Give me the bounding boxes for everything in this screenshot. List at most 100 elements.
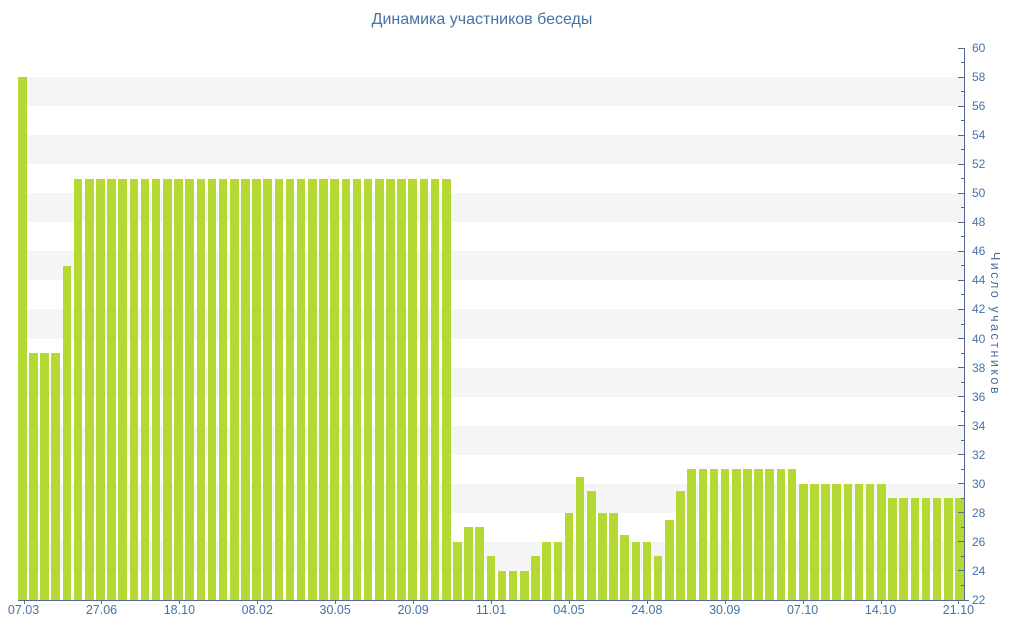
y-major-tick	[958, 105, 964, 107]
y-minor-tick	[961, 265, 964, 267]
y-major-tick	[958, 512, 964, 514]
bar	[653, 556, 663, 600]
bar	[497, 570, 507, 600]
y-major-tick	[958, 308, 964, 310]
bar	[486, 556, 496, 600]
bar	[107, 178, 116, 600]
x-axis-tick	[101, 600, 103, 604]
bar	[363, 178, 373, 600]
y-axis-tick-label: 24	[972, 563, 986, 578]
x-axis-tick	[646, 600, 648, 604]
bar	[163, 178, 172, 600]
y-major-tick	[958, 221, 964, 223]
bar	[798, 483, 808, 600]
bar	[553, 541, 563, 600]
bar	[586, 491, 596, 600]
bar	[218, 178, 228, 600]
y-axis-tick-label: 38	[972, 360, 986, 375]
plot-area	[18, 47, 969, 601]
bar	[687, 469, 696, 600]
bar	[475, 527, 484, 600]
y-axis-tick-label: 54	[972, 128, 986, 143]
bar	[698, 469, 708, 600]
y-major-tick	[958, 134, 964, 136]
y-axis-tick-label: 50	[972, 186, 986, 201]
bar	[743, 469, 752, 600]
bar	[943, 498, 953, 600]
y-major-tick	[958, 599, 964, 601]
y-major-tick	[958, 76, 964, 78]
bar	[285, 178, 295, 600]
x-axis-tick	[257, 600, 259, 604]
y-axis-tick-label: 44	[972, 273, 986, 288]
bar	[620, 534, 629, 600]
x-axis-tick-label: 20.09	[397, 603, 429, 617]
bar	[51, 353, 61, 600]
y-minor-tick	[961, 323, 964, 325]
x-axis-tick	[23, 600, 25, 604]
x-axis-tick-label: 04.05	[553, 603, 585, 617]
bar	[776, 469, 786, 600]
bar	[18, 77, 27, 600]
bar	[575, 476, 585, 600]
y-major-tick	[958, 279, 964, 281]
bar	[877, 483, 886, 600]
bar	[419, 178, 429, 600]
bar	[62, 265, 72, 600]
bar	[140, 178, 150, 600]
bar	[174, 178, 183, 600]
y-major-tick	[958, 250, 964, 252]
y-axis-tick-label: 52	[972, 157, 986, 172]
y-axis-tick-label: 26	[972, 534, 986, 549]
y-major-tick	[958, 541, 964, 543]
y-major-tick	[958, 483, 964, 485]
y-minor-tick	[961, 91, 964, 93]
grid-band	[18, 135, 964, 165]
y-minor-tick	[961, 497, 964, 499]
bar	[520, 570, 529, 600]
bar	[955, 498, 964, 600]
y-minor-tick	[961, 526, 964, 528]
bar	[598, 512, 607, 600]
bar	[821, 483, 830, 600]
bar	[932, 498, 942, 600]
bar	[151, 178, 161, 600]
bar-series	[18, 48, 964, 600]
bar	[129, 178, 139, 600]
x-axis-tick	[491, 600, 492, 604]
y-major-tick	[958, 367, 964, 369]
x-axis-tick	[724, 600, 726, 604]
bar	[319, 178, 328, 600]
chart-title: Динамика участников беседы	[371, 11, 593, 28]
bar	[508, 570, 518, 600]
x-axis-line	[18, 599, 969, 601]
y-major-tick	[958, 425, 964, 427]
bar	[352, 178, 362, 600]
x-axis-tick-label: 07.10	[786, 603, 819, 617]
bar	[787, 469, 797, 600]
y-axis-tick-label: 30	[972, 476, 986, 491]
x-axis-tick-label: 07.03	[7, 603, 40, 617]
bar	[84, 178, 94, 600]
bar	[229, 178, 239, 600]
bar	[397, 178, 406, 600]
y-axis-tick-label: 48	[972, 215, 986, 230]
x-axis-tick-label: 24.08	[631, 603, 663, 617]
bar	[29, 353, 38, 600]
x-axis-tick	[568, 600, 570, 604]
y-minor-tick	[961, 207, 964, 209]
bar	[910, 498, 920, 600]
bar	[888, 498, 897, 600]
x-axis-tick-label: 21.10	[942, 603, 975, 617]
bar	[330, 178, 339, 600]
bar	[274, 178, 284, 600]
y-axis-tick-label: 36	[972, 389, 986, 404]
grid-band	[18, 77, 964, 107]
bar	[185, 178, 194, 600]
y-axis-tick-label: 22	[972, 593, 986, 607]
y-minor-tick	[961, 236, 964, 238]
bar	[453, 541, 462, 600]
y-minor-tick	[961, 439, 964, 441]
bar	[296, 178, 306, 600]
x-axis-tick	[335, 600, 337, 604]
